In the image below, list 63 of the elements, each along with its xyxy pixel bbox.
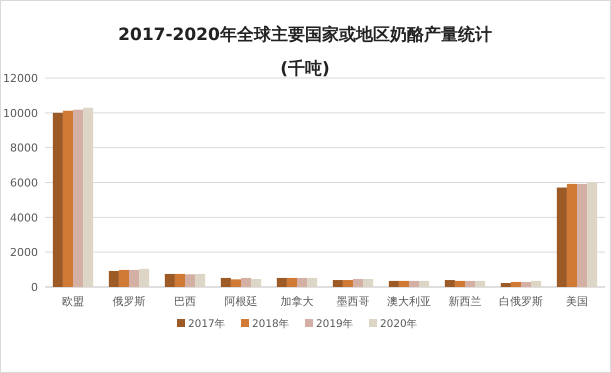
bar <box>73 110 84 287</box>
bar <box>363 278 374 287</box>
bar <box>139 268 150 287</box>
bar <box>241 278 252 287</box>
bar <box>307 278 318 287</box>
y-tick-label: 10000 <box>3 106 38 120</box>
bar <box>475 280 486 287</box>
bar <box>409 280 420 287</box>
x-tick-label: 阿根廷 <box>224 295 258 308</box>
bar <box>195 274 206 287</box>
bar <box>118 270 129 287</box>
legend-label: 2017年 <box>188 318 226 330</box>
bar <box>174 274 185 287</box>
bar <box>297 278 308 287</box>
bar <box>419 280 430 287</box>
x-tick-label: 美国 <box>566 295 588 308</box>
bar <box>52 112 63 287</box>
bar <box>566 184 577 287</box>
legend-label: 2019年 <box>316 318 354 330</box>
y-tick-label: 2000 <box>10 246 38 260</box>
bar <box>398 280 409 287</box>
bar <box>286 278 297 287</box>
bar <box>129 270 140 287</box>
bar <box>556 188 567 287</box>
bar <box>251 278 262 287</box>
legend-label: 2020年 <box>380 318 418 330</box>
bar <box>454 280 465 287</box>
chart-subtitle: (千吨) <box>280 59 330 79</box>
bar <box>220 278 231 287</box>
x-tick-label: 加拿大 <box>280 295 314 308</box>
bar <box>108 270 119 287</box>
bar <box>500 282 511 287</box>
bar <box>332 280 343 287</box>
y-tick-label: 0 <box>31 281 38 294</box>
y-tick-label: 12000 <box>3 72 38 85</box>
bar <box>531 280 542 287</box>
bar <box>587 182 598 287</box>
bar <box>521 282 532 287</box>
legend-label: 2018年 <box>252 318 290 330</box>
bar <box>465 280 476 287</box>
x-tick-label: 巴西 <box>174 295 196 308</box>
x-tick-label: 白俄罗斯 <box>499 295 543 308</box>
bar <box>577 184 588 287</box>
x-tick-label: 澳大利亚 <box>387 295 431 308</box>
bar <box>83 108 94 287</box>
bar <box>388 280 399 287</box>
x-tick-label: 墨西哥 <box>336 295 370 308</box>
x-tick-label: 欧盟 <box>62 295 84 308</box>
y-tick-label: 4000 <box>10 211 38 224</box>
bar <box>164 274 175 287</box>
bar <box>185 274 196 287</box>
bar <box>62 110 73 287</box>
bar <box>353 278 364 287</box>
bar <box>510 282 521 287</box>
bar <box>230 279 241 287</box>
y-tick-label: 6000 <box>10 176 38 190</box>
bar <box>276 278 287 287</box>
bar <box>444 280 455 287</box>
chart-title: 2017-2020年全球主要国家或地区奶酪产量统计 <box>118 25 492 45</box>
x-tick-label: 新西兰 <box>448 295 482 308</box>
y-tick-label: 8000 <box>10 142 38 155</box>
x-tick-label: 俄罗斯 <box>112 295 146 308</box>
bar <box>342 280 353 287</box>
